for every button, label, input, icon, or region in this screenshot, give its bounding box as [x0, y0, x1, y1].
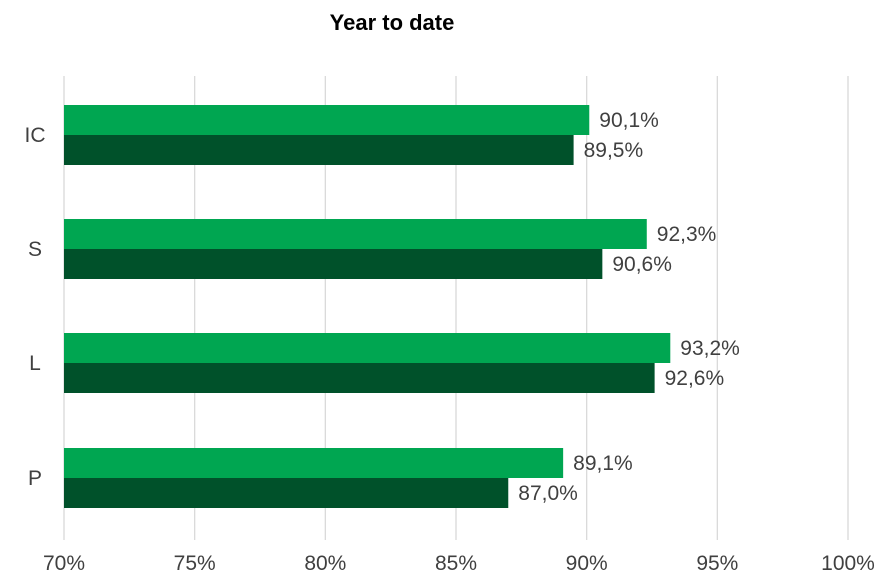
category-label: L	[29, 352, 41, 375]
bar	[64, 333, 671, 363]
x-tick-label: 70%	[43, 552, 85, 571]
data-labels: 90,1% 92,3% 93,2% 89,1% 89,5% 90,6% 92,6% 87,0%	[518, 109, 740, 505]
bars	[64, 105, 671, 508]
data-label: 92,3%	[657, 223, 717, 246]
data-label: 89,1%	[573, 452, 633, 475]
bar	[64, 249, 603, 279]
bar	[64, 478, 509, 508]
bar	[64, 448, 564, 478]
x-tick-label: 85%	[435, 552, 477, 571]
x-tick-label: 95%	[696, 552, 738, 571]
x-tick-label: 100%	[821, 552, 875, 571]
category-label: P	[28, 467, 42, 490]
bar	[64, 105, 590, 135]
data-label: 87,0%	[518, 482, 578, 505]
x-tick-label: 80%	[304, 552, 346, 571]
value-axis: 70% 75% 80% 85% 90% 95% 100%	[43, 552, 875, 571]
category-label: S	[28, 238, 42, 261]
data-label: 93,2%	[680, 337, 740, 360]
chart-title: Year to date	[329, 10, 455, 35]
data-label: 90,6%	[612, 253, 672, 276]
bar	[64, 363, 655, 393]
data-label: 89,5%	[584, 139, 644, 162]
bar	[64, 135, 574, 165]
category-axis: IC S L P	[25, 124, 46, 490]
bar	[64, 219, 647, 249]
x-tick-label: 90%	[566, 552, 608, 571]
x-tick-label: 75%	[174, 552, 216, 571]
data-label: 90,1%	[599, 109, 659, 132]
category-label: IC	[25, 124, 46, 147]
data-label: 92,6%	[665, 367, 725, 390]
